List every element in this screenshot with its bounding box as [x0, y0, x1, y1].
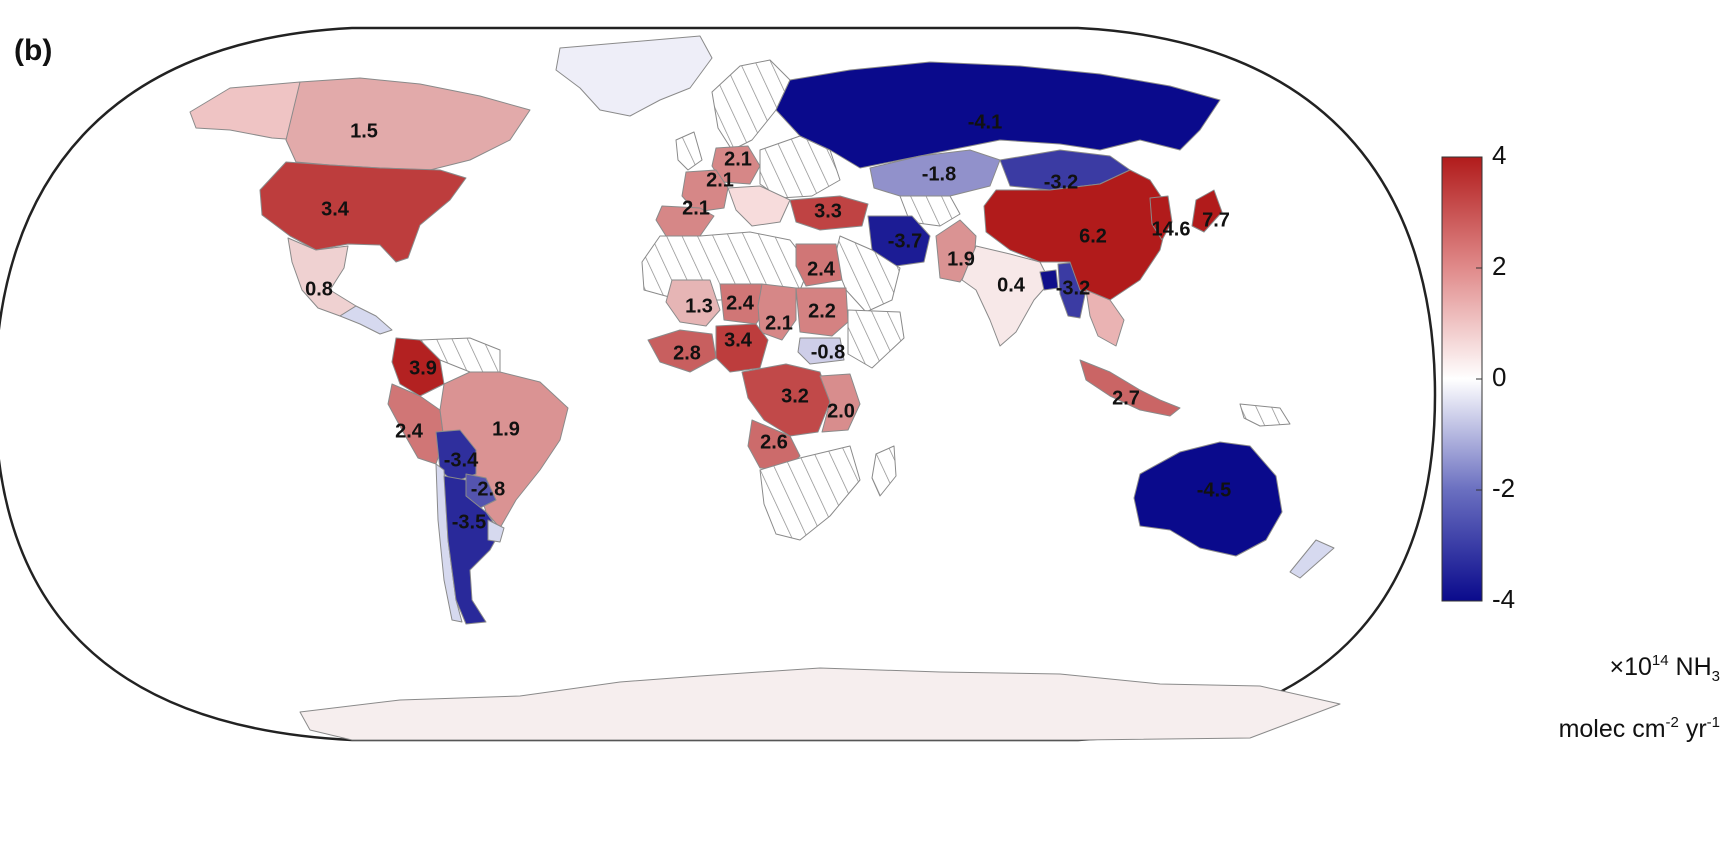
horn-hatched — [847, 309, 905, 369]
region-label-china: 6.2 — [1079, 225, 1107, 247]
region-label-mali: 1.3 — [685, 295, 713, 317]
region-sudan — [795, 287, 849, 337]
new-zealand — [1289, 539, 1335, 579]
units-line-1: ×1014 NH3 — [1609, 652, 1720, 685]
region-label-egypt: 2.4 — [807, 258, 836, 280]
region-label-brazil: 1.9 — [492, 418, 520, 440]
region-germany — [711, 145, 761, 185]
region-argentina — [443, 475, 501, 625]
region-label-chad: 2.1 — [765, 312, 793, 334]
region-label-ghana: 2.8 — [673, 342, 701, 364]
units-line-2: molec cm-2 yr-1 — [1558, 714, 1720, 743]
colorbar-tick-label: -2 — [1492, 473, 1515, 503]
region-label-myanmar: -3.2 — [1056, 277, 1090, 299]
region-label-drc: 3.2 — [781, 385, 809, 407]
region-korea — [1149, 195, 1173, 241]
region-canada — [285, 77, 531, 171]
madagascar-hatched — [871, 445, 897, 497]
region-label-australia: -4.5 — [1197, 479, 1231, 501]
region-label-south-sudan: -0.8 — [811, 341, 845, 363]
region-label-germany: 2.1 — [724, 148, 752, 170]
region-kazakhstan — [869, 149, 1001, 197]
region-label-argentina: -3.5 — [452, 511, 486, 533]
region-russia — [775, 61, 1221, 169]
region-label-colombia: 3.9 — [409, 357, 437, 379]
region-colombia — [391, 337, 445, 397]
region-label-france: 2.1 — [706, 169, 734, 191]
region-drc — [741, 363, 831, 437]
region-australia — [1133, 441, 1283, 557]
colorbar-units: ×1014 NH3 molec cm-2 yr-1 — [1360, 638, 1720, 752]
region-south-sudan — [797, 337, 845, 365]
region-label-mexico: 0.8 — [305, 278, 333, 300]
colorbar-tick-label: 4 — [1492, 140, 1506, 170]
region-label-bolivia: -3.4 — [444, 449, 479, 471]
region-japan — [1191, 189, 1223, 233]
antarctica — [299, 667, 1341, 741]
bangladesh — [1039, 269, 1059, 291]
region-tanzania — [819, 373, 861, 433]
region-label-indonesia: 2.7 — [1112, 387, 1140, 409]
region-france — [681, 169, 729, 213]
colorbar-tick-label: 0 — [1492, 362, 1506, 392]
region-label-niger: 2.4 — [726, 292, 755, 314]
region-label-peru: 2.4 — [395, 420, 424, 442]
region-mali — [665, 279, 721, 327]
colorbar-ticks: 4 2 0 -2 -4 — [1476, 140, 1515, 614]
uruguay — [487, 519, 505, 543]
italy-balkans — [727, 185, 791, 227]
region-label-usa: 3.4 — [321, 198, 350, 220]
new-guinea-hatched — [1239, 403, 1291, 427]
central-america — [339, 305, 393, 335]
region-label-turkey: 3.3 — [814, 200, 842, 222]
greenland — [555, 35, 713, 117]
southern-africa-hatched — [759, 445, 861, 541]
region-label-russia: -4.1 — [968, 111, 1002, 133]
panel-label: (b) — [14, 34, 53, 67]
region-nigeria — [715, 323, 769, 373]
region-china — [983, 169, 1171, 301]
region-label-korea: 14.6 — [1152, 218, 1191, 240]
region-label-canada: 1.5 — [350, 120, 378, 142]
region-usa — [259, 161, 467, 263]
region-label-sudan: 2.2 — [808, 300, 836, 322]
region-label-kazakhstan: -1.8 — [922, 163, 956, 185]
region-label-paraguay: -2.8 — [471, 478, 505, 500]
region-label-japan: 7.7 — [1202, 209, 1230, 231]
map-frame — [0, 26, 1437, 742]
se-asia — [1085, 289, 1125, 347]
region-label-tanzania: 2.0 — [827, 400, 855, 422]
region-label-mongolia: -3.2 — [1044, 171, 1078, 193]
colorbar-tick-label: 2 — [1492, 251, 1506, 281]
region-egypt — [795, 243, 843, 287]
region-label-spain: 2.1 — [682, 197, 710, 219]
region-label-pakistan: 1.9 — [947, 248, 975, 270]
region-indonesia — [1079, 359, 1181, 417]
region-india — [961, 245, 1051, 347]
region-label-nigeria: 3.4 — [724, 329, 753, 351]
region-label-angola: 2.6 — [760, 431, 788, 453]
region-turkey — [789, 195, 869, 231]
region-label-iran: -3.7 — [888, 230, 922, 252]
region-label-india: 0.4 — [997, 274, 1026, 296]
uk — [675, 131, 703, 171]
colorbar — [1441, 156, 1483, 602]
colorbar-tick-label: -4 — [1492, 584, 1515, 614]
